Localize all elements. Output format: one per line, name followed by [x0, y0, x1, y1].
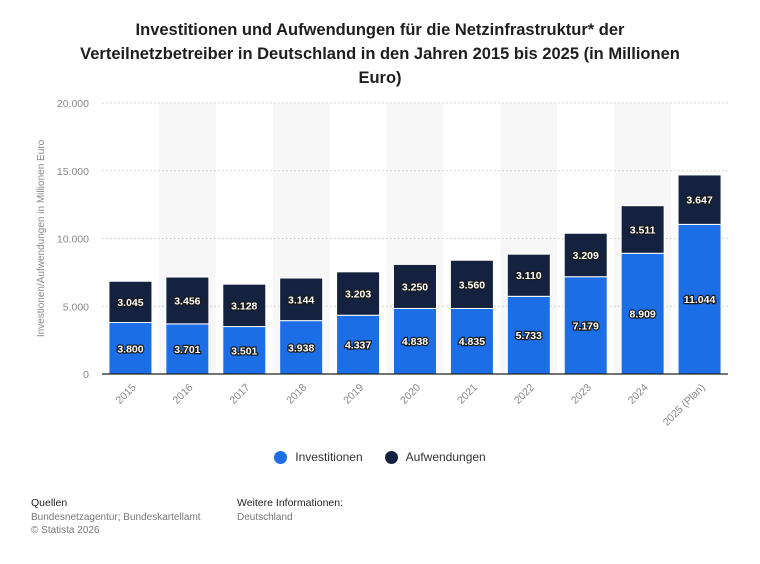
bar-investitionen: [165, 323, 210, 375]
data-label: 3.501: [231, 345, 257, 357]
y-tick-label: 0: [83, 369, 89, 381]
legend-label-investitionen: Investitionen: [295, 450, 363, 464]
footer-sources: Quellen Bundesnetzagentur; Bundeskartell…: [31, 497, 201, 538]
bar-investitionen: [449, 307, 494, 375]
chart-title: Investitionen und Aufwendungen für die N…: [80, 21, 680, 87]
bar-aufwendungen: [108, 280, 153, 324]
y-tick-label: 10.000: [57, 234, 89, 246]
bar-aufwendungen: [279, 277, 324, 322]
bar-aufwendungen: [222, 283, 267, 328]
sources-heading: Quellen: [31, 497, 68, 509]
data-label: 4.838: [402, 336, 428, 348]
x-tick-label: 2022: [512, 382, 537, 407]
legend-item-investitionen[interactable]: Investitionen: [274, 450, 363, 464]
data-label: 3.110: [516, 270, 542, 282]
bar-investitionen: [279, 320, 324, 375]
data-label: 3.203: [345, 289, 371, 301]
x-tick-label: 2025 (Plan): [661, 382, 708, 429]
y-axis-label: Investionen/Aufwendungen in Millionen Eu…: [36, 139, 47, 337]
y-tick-label: 20.000: [57, 98, 89, 110]
data-label: 8.909: [629, 309, 655, 321]
x-tick-label: 2023: [569, 382, 594, 407]
data-label: 3.144: [288, 294, 314, 306]
x-tick-label: 2015: [114, 382, 139, 407]
data-label: 3.647: [686, 195, 712, 207]
x-tick-label: 2017: [227, 382, 252, 407]
x-tick-label: 2020: [398, 382, 423, 407]
bar-investitionen: [336, 314, 381, 375]
x-tick-label: 2024: [626, 382, 651, 407]
data-label: 5.733: [516, 330, 542, 342]
bar-investitionen: [222, 326, 267, 375]
data-label: 3.800: [117, 343, 143, 355]
info-heading: Weitere Informationen:: [237, 497, 344, 509]
bar-aufwendungen: [506, 253, 551, 297]
copyright-text: © Statista 2026: [31, 525, 100, 536]
info-text: Deutschland: [237, 511, 293, 523]
data-label: 3.511: [630, 224, 656, 236]
data-label: 11.044: [684, 294, 716, 306]
data-label: 3.560: [459, 279, 485, 291]
bar-investitionen: [677, 223, 722, 375]
data-label: 4.337: [345, 340, 371, 352]
data-label: 3.456: [174, 295, 200, 307]
bar-aufwendungen: [165, 276, 210, 325]
bar-investitionen: [563, 276, 608, 375]
data-label: 7.179: [573, 320, 599, 332]
data-label: 3.045: [117, 297, 143, 309]
footer-info: Weitere Informationen: Deutschland: [237, 497, 343, 524]
bar-aufwendungen: [563, 232, 608, 278]
x-tick-label: 2018: [284, 382, 309, 407]
data-label: 3.938: [288, 342, 314, 354]
sources-text: Bundesnetzagentur; Bundeskartellamt: [31, 511, 201, 523]
x-tick-label: 2021: [455, 382, 480, 407]
bar-aufwendungen: [449, 259, 494, 309]
data-label: 3.128: [231, 300, 257, 312]
data-label: 3.701: [174, 344, 200, 356]
data-label: 4.835: [459, 336, 485, 348]
legend-marker-aufwendungen: [384, 450, 398, 464]
bar-aufwendungen: [393, 263, 437, 309]
bar-investitionen: [108, 322, 153, 375]
bar-aufwendungen: [620, 205, 665, 254]
x-tick-label: 2019: [341, 382, 366, 407]
data-label: 3.209: [573, 250, 599, 262]
bar-aufwendungen: [677, 174, 722, 225]
chart-legend: Investitionen Aufwendungen: [0, 450, 760, 464]
legend-item-aufwendungen[interactable]: Aufwendungen: [384, 450, 486, 464]
legend-marker-investitionen: [274, 450, 288, 464]
x-tick-label: 2016: [170, 382, 195, 407]
bar-aufwendungen: [336, 271, 381, 316]
y-tick-label: 15.000: [57, 166, 89, 178]
legend-label-aufwendungen: Aufwendungen: [405, 450, 486, 464]
data-label: 3.250: [402, 281, 428, 293]
y-tick-label: 5.000: [63, 301, 89, 313]
